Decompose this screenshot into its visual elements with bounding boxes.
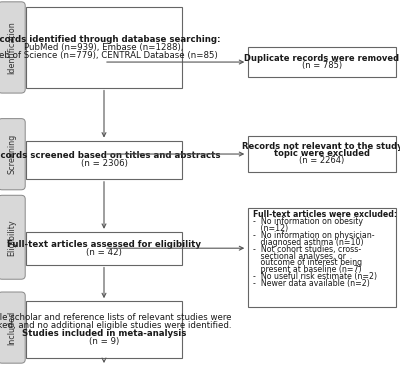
Text: sectional analyses, or: sectional analyses, or <box>253 251 346 261</box>
Text: (n = 9): (n = 9) <box>89 337 119 346</box>
Text: (n=12): (n=12) <box>253 224 288 233</box>
Text: Google scholar and reference lists of relevant studies were: Google scholar and reference lists of re… <box>0 313 231 322</box>
Text: (n = 2264): (n = 2264) <box>299 157 345 165</box>
Text: -  No useful risk estimate (n=2): - No useful risk estimate (n=2) <box>253 272 377 281</box>
FancyBboxPatch shape <box>0 292 25 363</box>
Text: -  No information on obesity: - No information on obesity <box>253 217 363 226</box>
Text: (n = 2306): (n = 2306) <box>80 159 128 168</box>
Text: Web of Science (n=779), CENTRAL Database (n=85): Web of Science (n=779), CENTRAL Database… <box>0 51 217 60</box>
Text: Screening: Screening <box>7 134 16 174</box>
Text: topic were excluded: topic were excluded <box>274 149 370 158</box>
Text: Full-text articles were excluded:: Full-text articles were excluded: <box>253 210 397 219</box>
Bar <box>248 208 396 307</box>
Text: Records not relevant to the study: Records not relevant to the study <box>242 142 400 151</box>
FancyBboxPatch shape <box>0 195 25 279</box>
Bar <box>248 47 396 77</box>
FancyBboxPatch shape <box>0 2 25 93</box>
Text: diagnosed asthma (n=10): diagnosed asthma (n=10) <box>253 238 363 247</box>
Text: Full-text articles assessed for eligibility: Full-text articles assessed for eligibil… <box>7 240 201 249</box>
Bar <box>26 301 182 358</box>
Text: -  Not cohort studies, cross-: - Not cohort studies, cross- <box>253 245 361 254</box>
Text: PubMed (n=939), Embase (n=1288),: PubMed (n=939), Embase (n=1288), <box>24 43 184 52</box>
Bar <box>26 232 182 265</box>
Text: Duplicate records were removed: Duplicate records were removed <box>244 54 400 63</box>
Text: (n = 42): (n = 42) <box>86 247 122 257</box>
Text: Eligibility: Eligibility <box>7 219 16 256</box>
Text: present at baseline (n=7): present at baseline (n=7) <box>253 265 361 274</box>
Text: Included: Included <box>7 311 16 345</box>
Bar <box>248 136 396 172</box>
Text: -  No information on physician-: - No information on physician- <box>253 231 374 240</box>
Text: Identification: Identification <box>7 21 16 74</box>
Text: Studies included in meta-analysis: Studies included in meta-analysis <box>22 329 186 338</box>
Text: Records identified through database searching:: Records identified through database sear… <box>0 35 221 44</box>
FancyBboxPatch shape <box>0 119 25 190</box>
Bar <box>26 141 182 179</box>
Text: Records screened based on titles and abstracts: Records screened based on titles and abs… <box>0 151 220 160</box>
Text: -  Newer data available (n=2): - Newer data available (n=2) <box>253 279 370 288</box>
Text: checked, and no additional eligible studies were identified.: checked, and no additional eligible stud… <box>0 321 231 330</box>
Bar <box>26 7 182 88</box>
Text: (n = 785): (n = 785) <box>302 61 342 70</box>
Text: outcome of interest being: outcome of interest being <box>253 258 362 268</box>
